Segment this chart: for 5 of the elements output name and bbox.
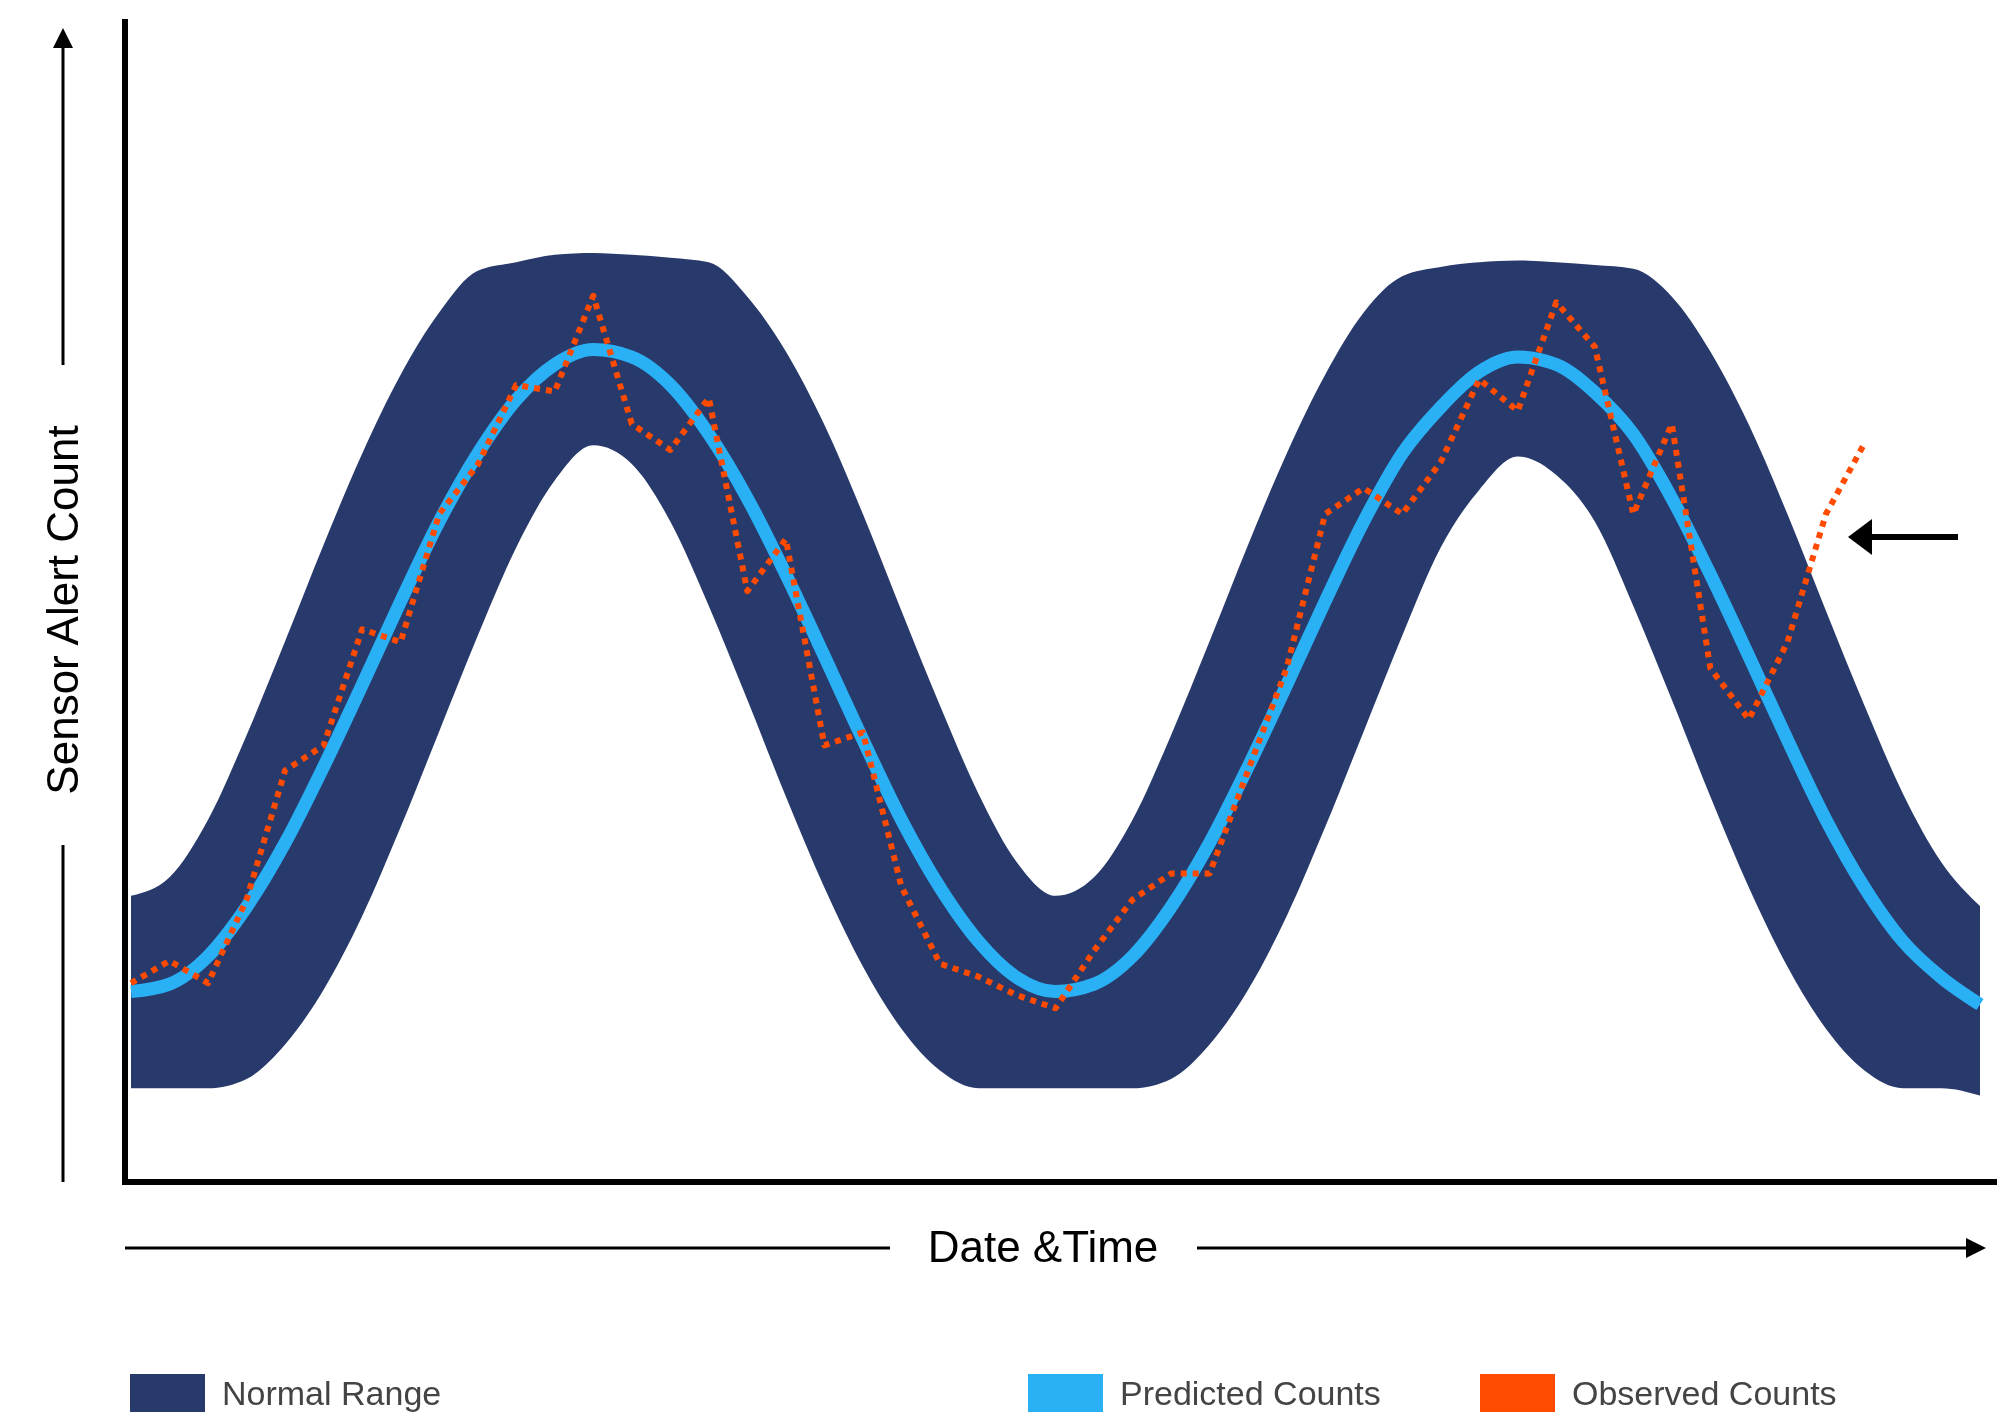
- legend-label: Normal Range: [222, 1374, 442, 1412]
- legend-label: Predicted Counts: [1120, 1374, 1381, 1412]
- x-axis-title: Date &Time: [927, 1222, 1159, 1271]
- legend-label: Observed Counts: [1572, 1374, 1837, 1412]
- y-axis-title: Sensor Alert Count: [38, 425, 87, 795]
